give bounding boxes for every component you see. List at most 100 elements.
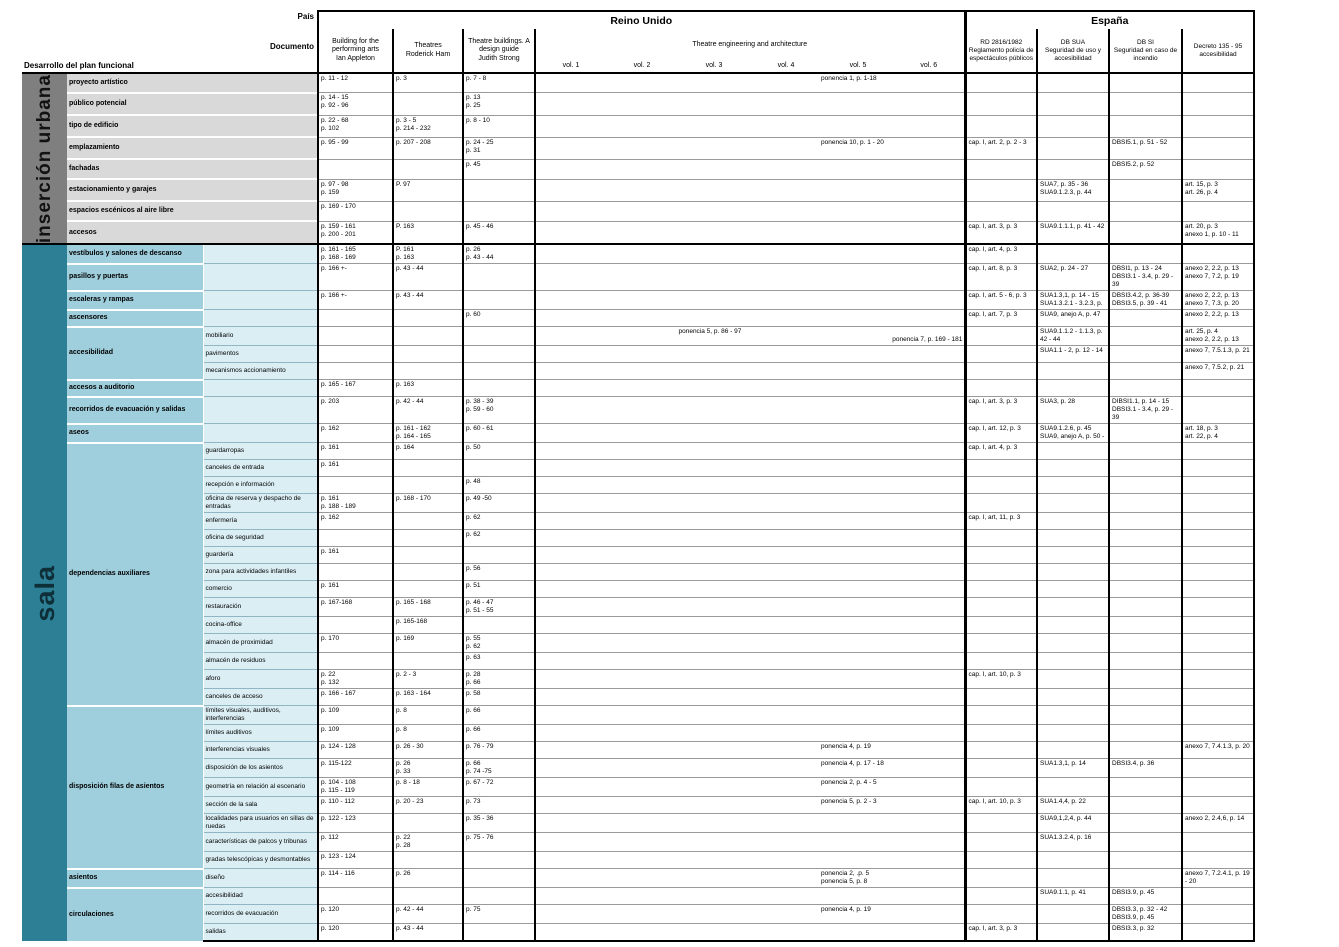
subcategory-cell xyxy=(203,309,318,327)
cell-ham xyxy=(392,580,463,598)
subcategory-cell: almacén de residuos xyxy=(203,652,318,670)
cell-strong: p. 48 xyxy=(462,476,535,494)
cell-theatre-engineering xyxy=(534,220,966,245)
cell-decreto-135-95 xyxy=(1181,529,1255,547)
table-row: zona para actividades infantiles p. 56 xyxy=(22,563,1255,581)
cell-appleton: p. 167-168 xyxy=(317,597,393,617)
cell-strong xyxy=(462,178,535,202)
pais-label: País xyxy=(297,12,314,21)
subcategory-cell: recorridos de evacuación xyxy=(203,904,318,924)
cell-decreto-135-95 xyxy=(1181,652,1255,670)
category-cell: proyecto artístico xyxy=(67,72,318,93)
cell-appleton: p. 162 xyxy=(317,512,393,530)
cell-ham xyxy=(392,529,463,547)
cell-strong xyxy=(462,546,535,564)
table-row: accesibilidad mobiliario ponencia 5, p. 86… xyxy=(22,325,1255,380)
cell-rd-2816-1982: cap. I, art. 10, p. 3 xyxy=(963,669,1037,689)
cell-db-si xyxy=(1108,362,1182,380)
cell-db-si xyxy=(1108,92,1182,116)
cell-db-sua: SUA2, p. 24 - 27 xyxy=(1036,263,1109,291)
table-row: recorridos de evacuación p. 120 p. 42 - 44… xyxy=(22,904,1255,924)
section-label-sala: sala xyxy=(22,243,67,941)
doc-header-db-sua: DB SUA Seguridad de uso y accesibilidad xyxy=(1036,29,1109,74)
category-cell: asientos xyxy=(67,867,204,888)
cell-strong: p. 26 p. 43 - 44 xyxy=(462,243,535,264)
cell-ham: p. 2 - 3 xyxy=(392,669,463,689)
cell-db-si xyxy=(1108,459,1182,477)
cell-theatre-engineering xyxy=(534,546,966,564)
cell-db-si xyxy=(1108,493,1182,513)
table-row: disposición filas de asientos límites vis… xyxy=(22,704,1255,869)
table-row: inserción urbana proyecto artístico p. 11 … xyxy=(22,71,1255,245)
cell-decreto-135-95 xyxy=(1181,136,1255,160)
cell-ham xyxy=(392,512,463,530)
subcategory-cell: recepción e información xyxy=(203,476,318,494)
cell-strong: p. 50 xyxy=(462,442,535,460)
cell-db-sua xyxy=(1036,597,1109,617)
cell-strong xyxy=(462,923,535,942)
cell-decreto-135-95 xyxy=(1181,580,1255,598)
table-row: límites auditivos p. 109 p. 8 p. 66 xyxy=(22,724,1255,742)
cell-db-si: DBSI3.9, p. 45 xyxy=(1108,887,1182,905)
cell-db-sua xyxy=(1036,158,1109,180)
cell-db-sua xyxy=(1036,362,1109,380)
cell-strong: p. 66 p. 74 -75 xyxy=(462,758,535,778)
cell-appleton xyxy=(317,616,393,634)
cell-db-si xyxy=(1108,243,1182,264)
cell-db-sua xyxy=(1036,243,1109,264)
cell-appleton: p. 166 +- xyxy=(317,263,393,291)
cell-db-si xyxy=(1108,597,1182,617)
cell-db-sua xyxy=(1036,493,1109,513)
cell-rd-2816-1982: cap. I, art, 11, p. 3 xyxy=(963,512,1037,530)
cell-rd-2816-1982: cap. I, art. 5 - 6, p. 3 xyxy=(963,290,1037,310)
cell-ham: p. 26 p. 33 xyxy=(392,758,463,778)
cell-strong: p. 75 - 76 xyxy=(462,832,535,852)
ponencia-reference-vol5: ponencia 5, p. 8 xyxy=(821,878,868,886)
cell-theatre-engineering xyxy=(534,114,966,138)
cell-strong: p. 67 - 72 xyxy=(462,777,535,797)
cell-theatre-engineering: ponencia 1, p. 1-18 xyxy=(534,72,966,93)
cell-strong: p. 13 p. 25 xyxy=(462,92,535,116)
cell-db-si xyxy=(1108,796,1182,814)
subcategory-cell: almacén de proximidad xyxy=(203,633,318,653)
table-row: aforo p. 22 p. 132 p. 2 - 3 p. 28 p. 66 cap.… xyxy=(22,669,1255,689)
cell-rd-2816-1982 xyxy=(963,326,1037,346)
cell-db-sua xyxy=(1036,72,1109,93)
cell-decreto-135-95: anexo 2, 2.2, p. 13 xyxy=(1181,309,1255,327)
cell-ham: P. 161 p. 163 xyxy=(392,243,463,264)
cell-ham: p. 8 xyxy=(392,705,463,725)
subcategory-cell: canceles de entrada xyxy=(203,459,318,477)
cell-db-si xyxy=(1108,868,1182,888)
category-cell: disposición filas de asientos xyxy=(67,704,204,869)
cell-rd-2816-1982 xyxy=(963,379,1037,397)
table-row: oficina de seguridad p. 62 xyxy=(22,529,1255,547)
subcategory-cell: guardarropas xyxy=(203,442,318,460)
cell-theatre-engineering xyxy=(534,200,966,222)
category-cell: ascensores xyxy=(67,308,204,327)
cell-rd-2816-1982: cap. I, art. 4, p. 3 xyxy=(963,243,1037,264)
table-row: recepción e información p. 48 xyxy=(22,476,1255,494)
cell-strong: p. 76 - 79 xyxy=(462,741,535,759)
cell-db-sua xyxy=(1036,633,1109,653)
subcategory-cell: oficina de seguridad xyxy=(203,529,318,547)
cell-rd-2816-1982 xyxy=(963,580,1037,598)
table-row: sección de la sala p. 110 - 112 p. 20 - 23… xyxy=(22,796,1255,814)
cell-strong: p. 56 xyxy=(462,563,535,581)
cell-db-si xyxy=(1108,616,1182,634)
cell-strong: p. 58 xyxy=(462,688,535,706)
cell-db-sua: SUA1.3,1, p. 14 xyxy=(1036,758,1109,778)
cell-strong: p. 55 p. 62 xyxy=(462,633,535,653)
cell-db-si xyxy=(1108,512,1182,530)
table-row: pavimentos SUA1.1 - 2, p. 12 - 14 anexo 7,… xyxy=(22,345,1255,363)
cell-decreto-135-95: art. 25, p. 4 anexo 2, 2.2, p. 13 xyxy=(1181,326,1255,346)
cell-decreto-135-95: anexo 7, 7.5.1.3, p. 21 xyxy=(1181,345,1255,363)
cell-appleton: p. 22 p. 132 xyxy=(317,669,393,689)
cell-decreto-135-95 xyxy=(1181,200,1255,222)
cell-decreto-135-95: anexo 2, 2.2, p. 13 anexo 7, 7.2, p. 19 xyxy=(1181,263,1255,291)
cell-db-si xyxy=(1108,705,1182,725)
vol-5-header: vol. 5 xyxy=(822,59,894,74)
cell-appleton: p. 169 - 170 xyxy=(317,200,393,222)
cell-db-sua: SUA1.3,1, p. 14 - 15 SUA1.3.2.1 - 3.2.3,… xyxy=(1036,290,1109,310)
cell-decreto-135-95 xyxy=(1181,597,1255,617)
table-row: almacén de residuos p. 63 xyxy=(22,652,1255,670)
